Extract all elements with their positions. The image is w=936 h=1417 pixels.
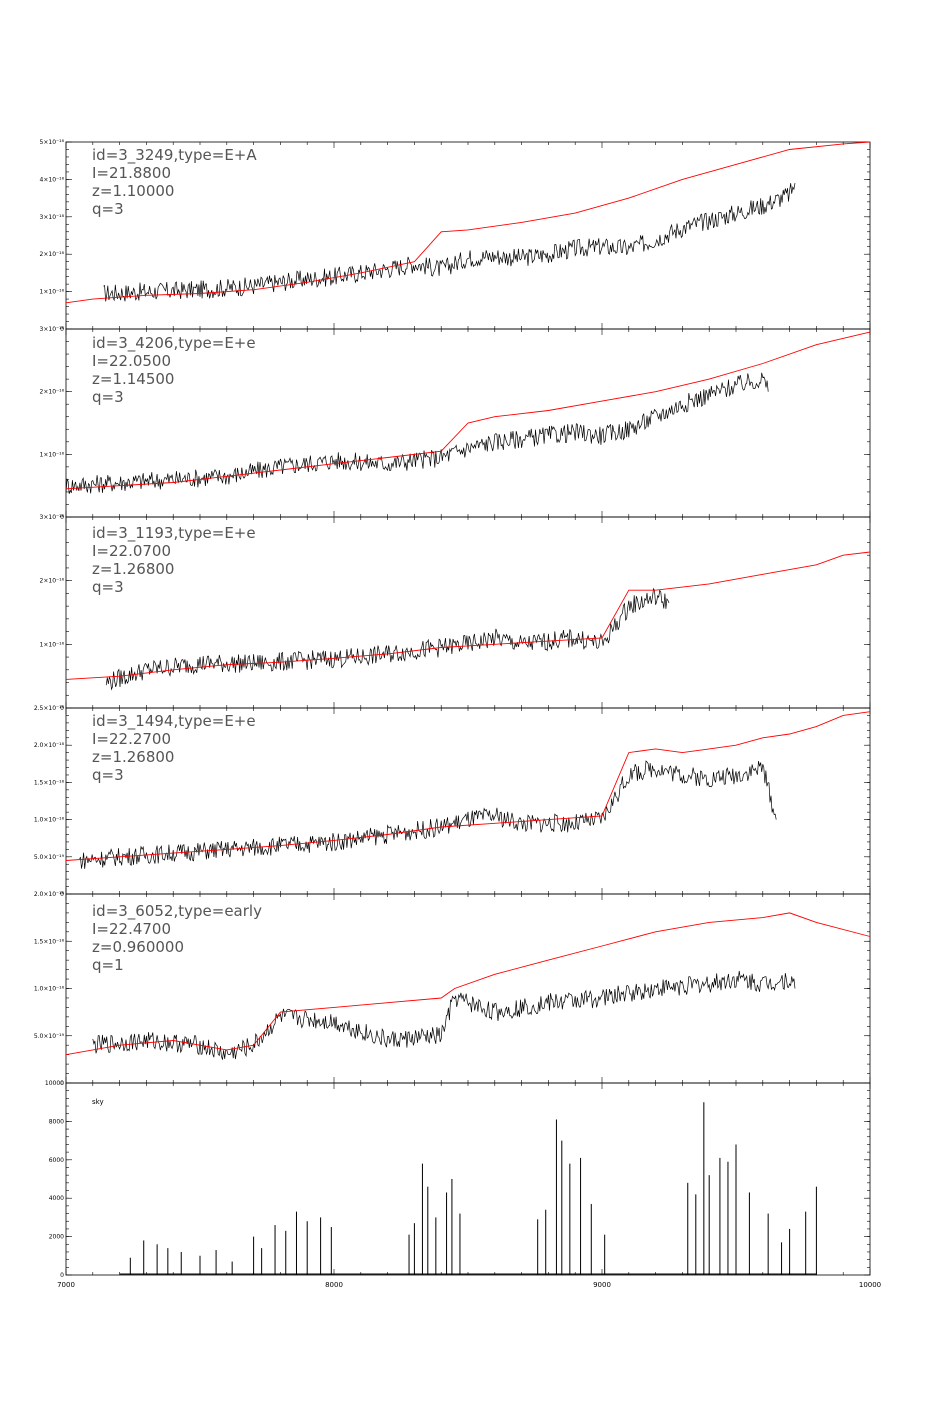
y-tick-label: 0 bbox=[60, 326, 64, 333]
panel-4-annotation-q: q=3 bbox=[92, 766, 124, 784]
y-tick-label: 1×10⁻¹⁸ bbox=[40, 451, 65, 458]
panel-4-observed-spectrum bbox=[79, 760, 777, 869]
panel-3-annotation-mag: I=22.0700 bbox=[92, 542, 171, 560]
y-tick-label: 2×10⁻¹⁸ bbox=[40, 578, 65, 585]
y-tick-label: 2.0×10⁻¹⁸ bbox=[34, 891, 65, 898]
y-tick-label: 2000 bbox=[49, 1234, 64, 1241]
panel-3-annotation-id: id=3_1193,type=E+e bbox=[92, 524, 256, 543]
y-tick-label: 4000 bbox=[49, 1195, 64, 1202]
panel-5-template-spectrum bbox=[65, 912, 871, 1056]
panel-2-template-spectrum bbox=[65, 331, 871, 490]
x-tick-label: 8000 bbox=[325, 1281, 343, 1289]
panel-3-annotation-q: q=3 bbox=[92, 578, 124, 596]
y-tick-label: 6000 bbox=[49, 1157, 64, 1164]
y-tick-label: 1.5×10⁻¹⁸ bbox=[34, 938, 65, 945]
panel-1-annotation-id: id=3_3249,type=E+A bbox=[92, 146, 257, 165]
y-tick-label: 2.5×10⁻¹⁸ bbox=[34, 705, 65, 712]
panel-4-frame bbox=[65, 707, 871, 895]
y-tick-label: 0 bbox=[60, 891, 64, 898]
panel-3: id=3_1193,type=E+e I=22.0700 z=1.26800 q… bbox=[40, 514, 871, 712]
panel-4: id=3_1494,type=E+e I=22.2700 z=1.26800 q… bbox=[34, 705, 871, 898]
y-tick-label: 0 bbox=[60, 1080, 64, 1087]
panel-4-annotation-mag: I=22.2700 bbox=[92, 730, 171, 748]
panel-1-annotation-z: z=1.10000 bbox=[92, 182, 174, 200]
panel-4-annotation-id: id=3_1494,type=E+e bbox=[92, 712, 256, 731]
y-tick-label: 0 bbox=[60, 514, 64, 521]
panel-4-annotation-z: z=1.26800 bbox=[92, 748, 174, 766]
panel-2-annotation-id: id=3_4206,type=E+e bbox=[92, 334, 256, 353]
x-tick-label: 7000 bbox=[57, 1281, 75, 1289]
y-tick-label: 5×10⁻¹⁸ bbox=[40, 139, 65, 146]
y-tick-label: 0 bbox=[60, 705, 64, 712]
y-tick-label: 5.0×10⁻¹⁹ bbox=[34, 854, 65, 861]
y-tick-label: 3×10⁻¹⁸ bbox=[40, 326, 65, 333]
y-tick-label: 10000 bbox=[45, 1080, 64, 1087]
panel-6-sky: sky 0 2000 4000 6000 8000 10000 7000 8000 9000 10… bbox=[45, 1080, 881, 1289]
panel-2-annotation-z: z=1.14500 bbox=[92, 370, 174, 388]
panel-3-annotation-z: z=1.26800 bbox=[92, 560, 174, 578]
x-tick-label: 9000 bbox=[593, 1281, 611, 1289]
panel-5: id=3_6052,type=early I=22.4700 z=0.96000… bbox=[34, 891, 871, 1087]
y-tick-label: 1.5×10⁻¹⁸ bbox=[34, 779, 65, 786]
panel-1-frame bbox=[65, 141, 871, 330]
y-tick-label: 8000 bbox=[49, 1118, 64, 1125]
panel-1-annotation-mag: I=21.8800 bbox=[92, 164, 171, 182]
sky-label: sky bbox=[92, 1098, 104, 1106]
y-tick-label: 1×10⁻¹⁸ bbox=[40, 641, 65, 648]
y-tick-label: 1×10⁻¹⁸ bbox=[40, 289, 65, 296]
x-tick-label: 10000 bbox=[859, 1281, 881, 1289]
panel-5-annotation-mag: I=22.4700 bbox=[92, 920, 171, 938]
y-tick-label: 2×10⁻¹⁸ bbox=[40, 389, 65, 396]
panel-5-annotation-id: id=3_6052,type=early bbox=[92, 902, 262, 921]
y-tick-label: 2×10⁻¹⁸ bbox=[40, 251, 65, 258]
y-tick-label: 3×10⁻¹⁸ bbox=[40, 514, 65, 521]
panel-1-template-spectrum bbox=[65, 141, 871, 304]
y-tick-label: 2.0×10⁻¹⁸ bbox=[34, 742, 65, 749]
y-tick-label: 4×10⁻¹⁸ bbox=[40, 176, 65, 183]
y-tick-label: 3×10⁻¹⁸ bbox=[40, 214, 65, 221]
panel-1-annotation-q: q=3 bbox=[92, 200, 124, 218]
panel-1: id=3_3249,type=E+A I=21.8800 z=1.10000 q… bbox=[40, 139, 871, 333]
panel-5-annotation-z: z=0.960000 bbox=[92, 938, 184, 956]
panel-5-annotation-q: q=1 bbox=[92, 956, 124, 974]
y-tick-label: 5.0×10⁻¹⁹ bbox=[34, 1033, 65, 1040]
panel-2: id=3_4206,type=E+e I=22.0500 z=1.14500 q… bbox=[40, 326, 871, 521]
y-tick-label: 1.0×10⁻¹⁸ bbox=[34, 986, 65, 993]
panel-3-observed-spectrum bbox=[105, 587, 670, 691]
panel-1-observed-spectrum bbox=[103, 183, 796, 302]
panel-3-frame bbox=[65, 516, 871, 709]
panel-2-annotation-mag: I=22.0500 bbox=[92, 352, 171, 370]
panel-5-observed-spectrum bbox=[92, 970, 796, 1060]
panel-2-annotation-q: q=3 bbox=[92, 388, 124, 406]
panel-2-observed-spectrum bbox=[65, 372, 769, 494]
y-tick-label: 0 bbox=[60, 1272, 64, 1279]
panel-5-frame bbox=[65, 893, 871, 1084]
panel-3-template-spectrum bbox=[65, 551, 871, 680]
panel-4-template-spectrum bbox=[65, 711, 871, 861]
y-tick-label: 1.0×10⁻¹⁸ bbox=[34, 817, 65, 824]
